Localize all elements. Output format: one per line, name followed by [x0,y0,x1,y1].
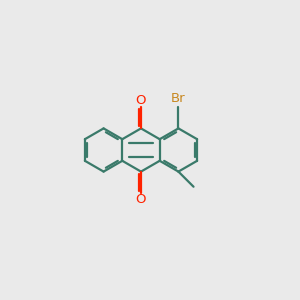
Text: O: O [136,193,146,206]
Text: O: O [136,94,146,107]
Text: Br: Br [171,92,186,105]
